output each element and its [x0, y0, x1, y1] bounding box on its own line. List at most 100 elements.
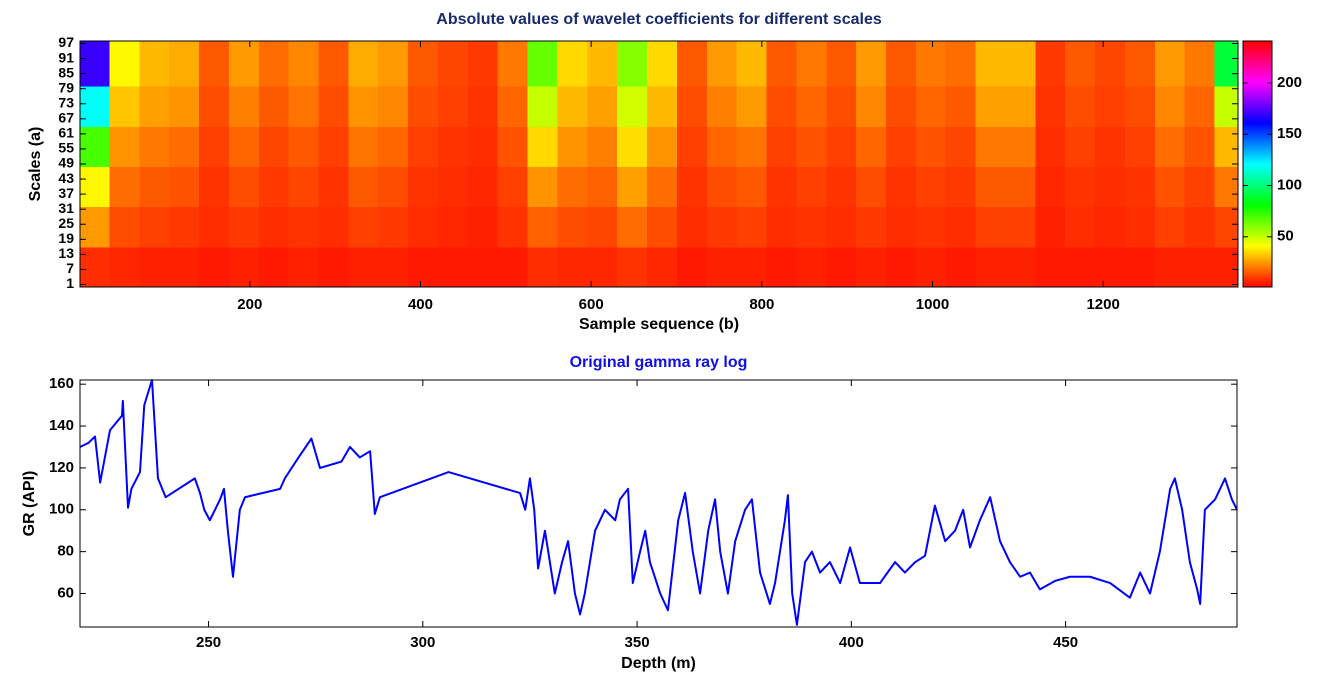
heatmap-cell — [706, 86, 738, 127]
heatmap-cell — [408, 41, 439, 87]
x-tick-label: 600 — [579, 296, 604, 313]
heatmap-cell — [647, 41, 678, 87]
heatmap-cell — [228, 246, 260, 288]
colorbar — [1242, 40, 1273, 288]
heatmap-cell — [348, 246, 379, 288]
heatmap-cell — [587, 41, 618, 87]
x-tick-label: 800 — [749, 296, 774, 313]
heatmap-cell — [348, 166, 379, 208]
heatmap-cell — [467, 206, 499, 248]
heatmap-cell — [856, 41, 887, 87]
heatmap-cell — [885, 86, 917, 127]
heatmap-cell — [348, 126, 379, 168]
heatmap-cell — [975, 206, 1006, 248]
heatmap-cell — [766, 41, 797, 87]
heatmap-cell — [527, 206, 558, 248]
heatmap-cell — [885, 206, 917, 248]
heatmap-cell — [1005, 126, 1036, 168]
y-tick-label: 140 — [49, 417, 74, 434]
heatmap-cell — [1184, 86, 1216, 127]
heatmap-cell — [288, 126, 320, 168]
heatmap-cell — [796, 41, 827, 87]
heatmap-cell — [915, 206, 947, 248]
y-axis-label: GR (API) — [21, 471, 38, 537]
heatmap-cell — [467, 126, 499, 168]
y-tick-label: 25 — [58, 215, 74, 231]
heatmap-cell — [1095, 126, 1126, 168]
heatmap-cell — [706, 246, 738, 288]
heatmap-cell — [467, 246, 499, 288]
heatmap-cell — [1124, 41, 1156, 87]
y-tick-label: 73 — [58, 94, 74, 110]
heatmap-cell — [1184, 206, 1216, 248]
heatmap-cell — [617, 86, 648, 127]
heatmap-cell — [587, 206, 618, 248]
heatmap-cell — [80, 41, 110, 87]
heatmap-cell — [1005, 166, 1036, 208]
colorbar-tick-label: 50 — [1277, 228, 1294, 245]
colorbar-tick-label: 200 — [1277, 74, 1302, 91]
heatmap-cell — [199, 166, 230, 208]
heatmap-cell — [617, 206, 648, 248]
heatmap-cell — [109, 86, 140, 127]
heatmap-cell — [1095, 206, 1126, 248]
x-tick-label: 250 — [196, 634, 221, 651]
heatmap-cell — [437, 126, 469, 168]
heatmap-cell — [228, 126, 260, 168]
heatmap-cell — [378, 246, 409, 288]
heatmap-cell — [199, 246, 230, 288]
heatmap-cell — [885, 126, 917, 168]
heatmap-cell — [1214, 126, 1239, 168]
x-tick-label: 1000 — [916, 296, 949, 313]
heatmap-cell — [199, 41, 230, 87]
heatmap-cell — [1214, 246, 1239, 288]
heatmap-cell — [1214, 206, 1239, 248]
heatmap-cell — [1005, 246, 1036, 288]
heatmap-cell — [1095, 86, 1126, 127]
heatmap-cell — [80, 166, 110, 208]
heatmap-cell — [1005, 41, 1036, 87]
heatmap-cell — [109, 126, 140, 168]
heatmap-cell — [288, 86, 320, 127]
heatmap-cell — [915, 166, 947, 208]
x-tick-label: 350 — [625, 634, 650, 651]
heatmap-cell — [437, 41, 469, 87]
x-axis-label: Depth (m) — [621, 655, 696, 672]
heatmap-cell — [1035, 41, 1066, 87]
heatmap-cell — [706, 126, 738, 168]
heatmap-cell — [318, 206, 349, 248]
heatmap-cell — [437, 246, 469, 288]
heatmap-cell — [437, 166, 469, 208]
heatmap-cell — [1154, 246, 1186, 288]
heatmap-cell — [736, 126, 768, 168]
heatmap-cell — [408, 206, 439, 248]
heatmap-cell — [1124, 126, 1156, 168]
heatmap-cell — [1035, 86, 1066, 127]
heatmap-cell — [647, 166, 678, 208]
heatmap-cell — [557, 41, 588, 87]
heatmap-cell — [80, 126, 110, 168]
heatmap-cell — [527, 126, 558, 168]
heatmap-cell — [885, 246, 917, 288]
heatmap-cell — [288, 246, 320, 288]
heatmap-cell — [826, 246, 857, 288]
y-tick-label: 31 — [58, 200, 74, 216]
x-tick-label: 400 — [839, 634, 864, 651]
heatmap-cell — [975, 246, 1006, 288]
heatmap-cell — [348, 41, 379, 87]
heatmap-cell — [856, 206, 887, 248]
heatmap-cell — [1184, 126, 1216, 168]
heatmap-cell — [915, 246, 947, 288]
heatmap-cell — [856, 86, 887, 127]
heatmap-cell — [617, 41, 648, 87]
heatmap-cell — [587, 86, 618, 127]
heatmap-cell — [975, 166, 1006, 208]
heatmap-cell — [706, 166, 738, 208]
heatmap-cell — [497, 246, 529, 288]
heatmap-cell — [557, 246, 588, 288]
heatmap-cell — [139, 246, 170, 288]
heatmap-cell — [1065, 246, 1096, 288]
heatmap-cell — [288, 206, 320, 248]
heatmap-cell — [408, 166, 439, 208]
heatmap-cell — [1184, 166, 1216, 208]
